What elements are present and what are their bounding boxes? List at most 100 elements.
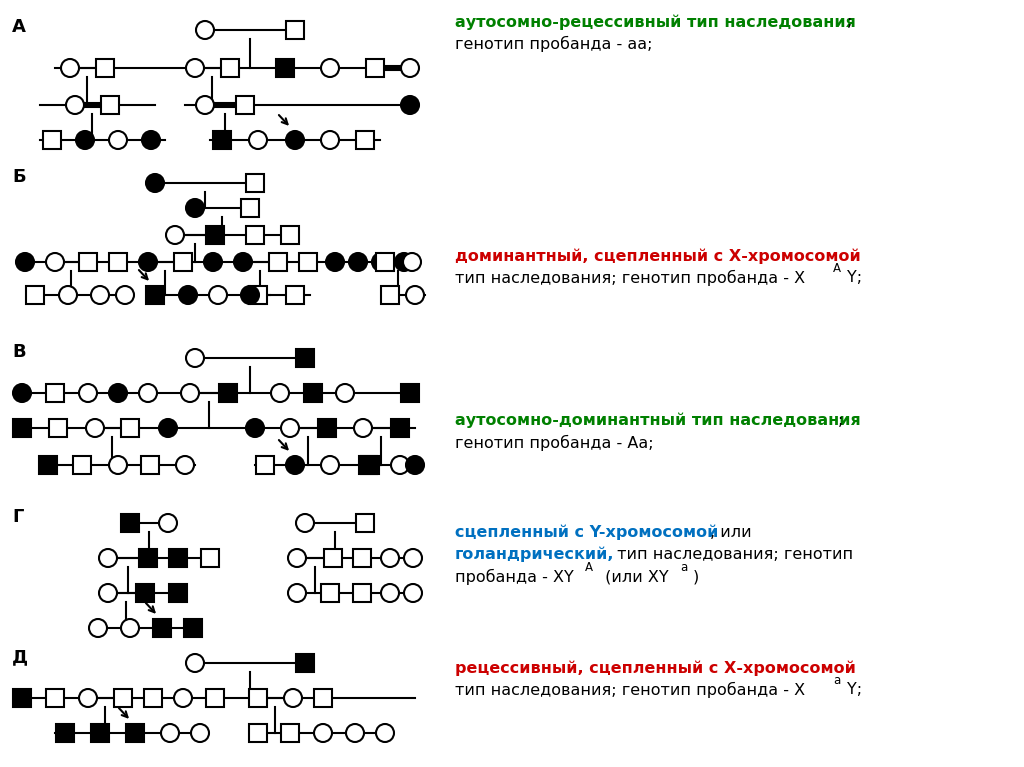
Bar — [361, 456, 379, 474]
Circle shape — [401, 59, 419, 77]
Circle shape — [46, 253, 63, 271]
Circle shape — [246, 419, 264, 437]
Text: А: А — [833, 262, 841, 275]
Text: рецессивный, сцепленный с Х-хромосомой: рецессивный, сцепленный с Х-хромосомой — [455, 660, 856, 676]
Circle shape — [404, 549, 422, 567]
Circle shape — [234, 253, 252, 271]
Circle shape — [401, 96, 419, 114]
Bar — [299, 253, 317, 271]
Circle shape — [186, 654, 204, 672]
Bar — [144, 689, 162, 707]
Bar — [43, 131, 61, 149]
Bar — [286, 286, 304, 304]
Circle shape — [284, 689, 302, 707]
Circle shape — [121, 619, 139, 637]
Text: ;: ; — [838, 413, 844, 428]
Bar — [296, 654, 314, 672]
Bar — [269, 253, 287, 271]
Circle shape — [286, 131, 304, 149]
Text: аутосомно-доминантный тип наследования: аутосомно-доминантный тип наследования — [455, 413, 861, 429]
Bar — [13, 689, 31, 707]
Circle shape — [139, 253, 157, 271]
Circle shape — [89, 619, 106, 637]
Circle shape — [91, 286, 109, 304]
Bar — [73, 456, 91, 474]
Bar — [39, 456, 57, 474]
Circle shape — [321, 59, 339, 77]
Bar — [174, 253, 193, 271]
Circle shape — [142, 131, 160, 149]
Circle shape — [314, 724, 332, 742]
Circle shape — [66, 96, 84, 114]
Bar — [359, 456, 377, 474]
Bar — [249, 724, 267, 742]
Bar — [281, 226, 299, 244]
Text: генотип пробанда - аа;: генотип пробанда - аа; — [455, 36, 652, 52]
Circle shape — [376, 724, 394, 742]
Circle shape — [346, 724, 364, 742]
Text: сцепленный с Y-хромосомой: сцепленный с Y-хромосомой — [455, 525, 719, 541]
Circle shape — [191, 724, 209, 742]
Circle shape — [99, 584, 117, 602]
Circle shape — [288, 584, 306, 602]
Circle shape — [146, 174, 164, 192]
Bar — [353, 549, 371, 567]
Circle shape — [196, 96, 214, 114]
Text: ;: ; — [847, 14, 852, 29]
Circle shape — [281, 419, 299, 437]
Bar — [318, 419, 336, 437]
Bar — [46, 689, 63, 707]
Circle shape — [271, 384, 289, 402]
Bar — [356, 131, 374, 149]
Text: аутосомно-рецессивный тип наследования: аутосомно-рецессивный тип наследования — [455, 14, 856, 29]
Text: тип наследования; генотип: тип наследования; генотип — [612, 547, 853, 562]
Text: а: а — [680, 561, 687, 574]
Bar — [401, 384, 419, 402]
Circle shape — [321, 456, 339, 474]
Bar — [249, 689, 267, 707]
Text: ): ) — [693, 569, 699, 584]
Text: Б: Б — [12, 168, 26, 186]
Bar — [391, 419, 409, 437]
Bar — [169, 584, 187, 602]
Bar — [201, 549, 219, 567]
Bar — [221, 59, 239, 77]
Text: А: А — [585, 561, 593, 574]
Bar — [109, 253, 127, 271]
Bar — [353, 584, 371, 602]
Bar — [249, 286, 267, 304]
Circle shape — [109, 131, 127, 149]
Circle shape — [372, 253, 390, 271]
Bar — [46, 384, 63, 402]
Text: , или: , или — [710, 525, 752, 540]
Circle shape — [79, 384, 97, 402]
Circle shape — [161, 724, 179, 742]
Circle shape — [204, 253, 222, 271]
Bar — [281, 724, 299, 742]
Circle shape — [381, 549, 399, 567]
Circle shape — [406, 456, 424, 474]
Bar — [126, 724, 144, 742]
Circle shape — [79, 689, 97, 707]
Bar — [366, 59, 384, 77]
Circle shape — [336, 384, 354, 402]
Bar — [136, 584, 154, 602]
Text: тип наследования; генотип пробанда - Х: тип наследования; генотип пробанда - Х — [455, 270, 805, 286]
Circle shape — [404, 584, 422, 602]
Bar — [26, 286, 44, 304]
Circle shape — [109, 456, 127, 474]
Bar — [146, 286, 164, 304]
Circle shape — [186, 199, 204, 217]
Text: В: В — [12, 343, 26, 361]
Circle shape — [86, 419, 104, 437]
Text: доминантный, сцепленный с Х-хромосомой: доминантный, сцепленный с Х-хромосомой — [455, 248, 861, 264]
Circle shape — [179, 286, 197, 304]
Bar — [381, 286, 399, 304]
Bar — [49, 419, 67, 437]
Bar — [153, 619, 171, 637]
Circle shape — [76, 131, 94, 149]
Circle shape — [321, 131, 339, 149]
Bar — [236, 96, 254, 114]
Bar — [114, 689, 132, 707]
Circle shape — [61, 59, 79, 77]
